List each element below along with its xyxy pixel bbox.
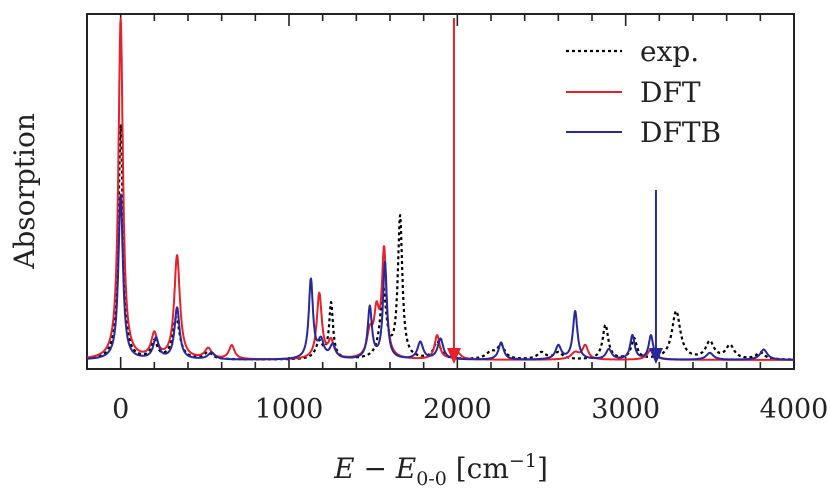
legend-label-dft: DFT [640,76,701,109]
series-line-dft [86,17,795,361]
axis-ticks: 0 1000 2000 3000 4000 [86,14,829,425]
x-tick-label: 2000 [423,394,492,425]
legend-label-dftb: DFTB [640,116,721,149]
x-tick-label: 4000 [760,394,829,425]
legend: exp. DFT DFTB [566,35,721,149]
y-axis-title: Absorption [8,113,41,270]
x-axis-title-unit-exponent: −1 [509,450,537,472]
plot-frame [86,13,795,370]
annotation-arrow-head-0 [446,348,461,364]
series-line-dftb [86,193,795,361]
x-tick-label: 1000 [255,394,324,425]
series-group [86,17,795,361]
x-tick-label: 0 [112,394,129,425]
x-axis-title-subscript: 0-0 [416,468,447,490]
annotation-arrow-head-1 [648,348,663,364]
x-axis-title-main: E − E [333,452,416,485]
series-line-exp [86,124,795,361]
x-axis-title-unit: [cm [447,452,509,485]
x-tick-label: 3000 [591,394,660,425]
legend-label-exp: exp. [640,35,699,68]
x-axis-title: E − E0-0 [cm−1] [333,450,548,490]
x-axis-title-unit-close: ] [537,452,548,485]
annotation-arrows [446,18,663,364]
